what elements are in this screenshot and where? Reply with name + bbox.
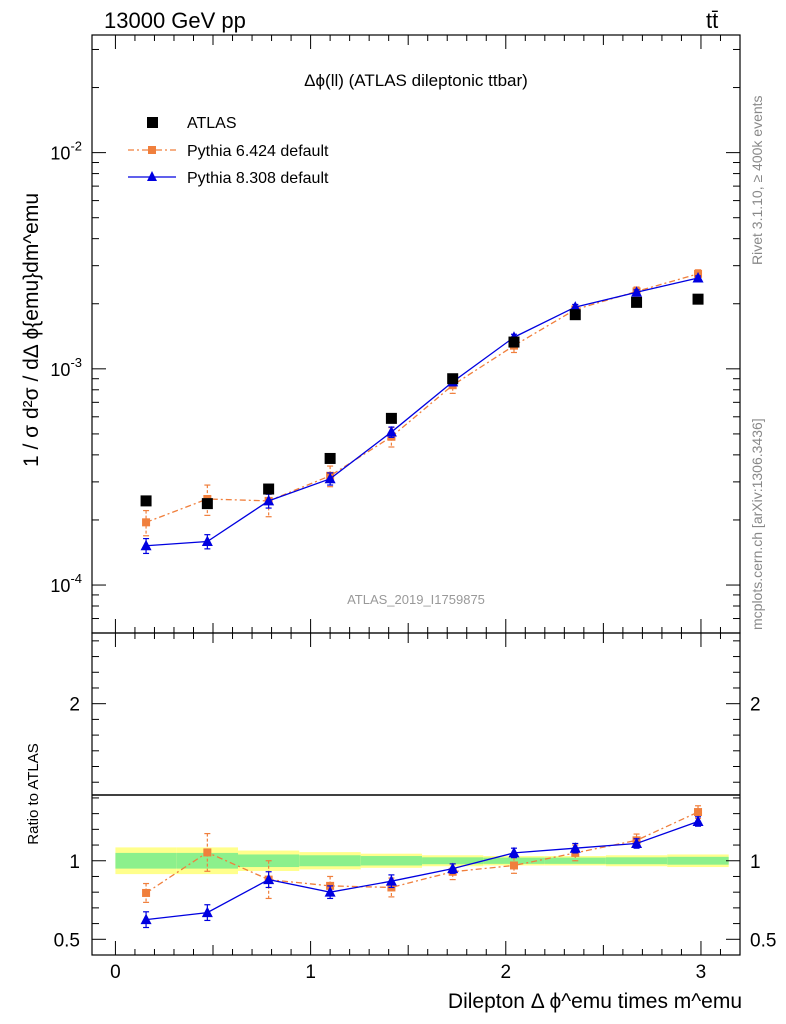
legend-label-pythia8: Pythia 8.308 default	[187, 170, 329, 187]
series-line	[145, 820, 699, 921]
data-point	[385, 426, 397, 437]
data-point	[263, 483, 275, 495]
band-green	[483, 857, 545, 864]
data-point	[447, 862, 459, 874]
data-point	[324, 886, 336, 897]
y-tick-label-right: 1	[750, 852, 761, 873]
data-point	[140, 539, 152, 551]
data-point	[692, 293, 704, 305]
legend-marker-atlas	[147, 117, 158, 128]
header-left: 13000 GeV pp	[104, 8, 246, 33]
x-tick-label: 2	[500, 962, 511, 983]
y-tick-label: 10-3	[50, 355, 82, 380]
data-point	[569, 301, 581, 312]
series-pythia-8-308-default	[140, 815, 704, 929]
data-point	[203, 848, 212, 857]
x-tick-label: 1	[305, 962, 316, 983]
ratio-y-axis-label: Ratio to ATLAS	[25, 743, 42, 844]
band-green	[605, 857, 668, 865]
y-tick-label-right: 0.5	[750, 930, 776, 951]
main-series	[140, 269, 704, 555]
band-green	[360, 856, 423, 866]
legend-label-atlas: ATLAS	[187, 115, 237, 132]
side-label-top: Rivet 3.1.10, ≥ 400k events	[749, 95, 765, 265]
legend-marker-pythia8	[147, 171, 157, 181]
series-pythia-6-424-default	[142, 269, 703, 537]
data-point	[447, 373, 459, 385]
legend-marker-pythia6	[148, 146, 156, 154]
data-point	[201, 498, 213, 510]
y-tick-label: 1	[69, 852, 80, 873]
series-atlas	[140, 293, 704, 510]
ratio-panel-frame	[91, 632, 741, 956]
y-tick-label-right: 2	[750, 695, 761, 716]
data-point	[692, 815, 704, 826]
legend-label-pythia6: Pythia 6.424 default	[187, 143, 329, 160]
main-ticks: 10-4 10-3 10-2	[50, 35, 741, 634]
data-point	[140, 495, 152, 507]
x-tick-label: 0	[110, 962, 121, 983]
main-y-axis-label: 1 / σ d²σ / dΔ ϕ{emu}dm^emu	[20, 193, 43, 467]
band-green	[115, 852, 177, 869]
x-axis-label: Dilepton Δ ϕ^emu times m^emu	[448, 990, 742, 1013]
data-point	[263, 873, 275, 885]
band-green	[299, 855, 361, 867]
series-line	[145, 811, 699, 894]
data-point	[509, 861, 518, 870]
watermark: ATLAS_2019_I1759875	[347, 592, 485, 607]
series-pythia-8-308-default	[140, 272, 704, 555]
y-tick-label: 10-2	[50, 139, 82, 164]
data-point	[631, 296, 643, 308]
ratio-ticks: 0 1 2 3 0.5 0.5 1 1 2 2	[54, 633, 776, 983]
legend: ATLAS Pythia 6.424 default Pythia 8.308 …	[128, 115, 329, 187]
ratio-series	[140, 805, 704, 929]
series-line	[146, 277, 699, 547]
data-point	[569, 842, 581, 853]
data-point	[569, 309, 581, 321]
data-point	[324, 472, 336, 484]
series-line	[145, 273, 699, 523]
data-point	[631, 286, 643, 297]
data-point	[142, 888, 151, 897]
header-right: tt̄	[706, 8, 719, 33]
data-point	[263, 494, 275, 506]
data-point	[694, 808, 703, 817]
plot-title: Δϕ(ll) (ATLAS dileptonic ttbar)	[304, 71, 528, 90]
x-tick-label: 3	[696, 962, 707, 983]
y-tick-label: 0.5	[54, 930, 80, 951]
data-point	[385, 412, 397, 424]
data-point	[508, 846, 520, 858]
side-label-bottom: mcplots.cern.ch [arXiv:1306.3436]	[749, 418, 765, 630]
data-point	[385, 875, 397, 886]
data-point	[201, 906, 213, 918]
y-tick-label: 10-4	[50, 571, 82, 596]
data-point	[324, 452, 336, 464]
y-tick-label: 2	[69, 695, 80, 716]
data-point	[201, 535, 213, 546]
data-point	[140, 913, 152, 925]
data-point	[142, 518, 151, 527]
data-point	[692, 272, 704, 283]
data-point	[508, 336, 520, 348]
band-green	[667, 856, 729, 865]
data-point	[631, 837, 643, 848]
band-green	[422, 857, 484, 865]
